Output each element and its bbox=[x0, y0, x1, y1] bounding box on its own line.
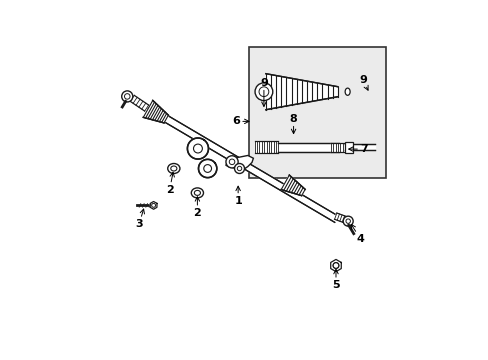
Text: 2: 2 bbox=[165, 172, 174, 194]
Circle shape bbox=[203, 165, 211, 172]
Polygon shape bbox=[150, 107, 338, 222]
Polygon shape bbox=[281, 175, 305, 195]
Circle shape bbox=[343, 216, 352, 226]
Ellipse shape bbox=[194, 190, 200, 195]
Ellipse shape bbox=[170, 166, 177, 171]
Polygon shape bbox=[334, 213, 349, 224]
Text: 5: 5 bbox=[331, 269, 339, 290]
Text: 6: 6 bbox=[232, 116, 248, 126]
Circle shape bbox=[193, 144, 202, 153]
Polygon shape bbox=[254, 141, 278, 153]
Polygon shape bbox=[278, 143, 339, 152]
Text: 8: 8 bbox=[289, 114, 297, 134]
Polygon shape bbox=[330, 143, 344, 152]
Polygon shape bbox=[130, 95, 148, 111]
Text: 1: 1 bbox=[234, 186, 242, 206]
Text: 7: 7 bbox=[348, 144, 367, 154]
Polygon shape bbox=[265, 74, 337, 110]
Text: 3: 3 bbox=[135, 209, 144, 229]
Bar bbox=[249, 46, 385, 177]
Circle shape bbox=[234, 163, 244, 174]
Ellipse shape bbox=[167, 163, 180, 174]
Polygon shape bbox=[344, 144, 375, 150]
Text: 9: 9 bbox=[260, 77, 267, 107]
Polygon shape bbox=[143, 100, 168, 123]
Polygon shape bbox=[330, 260, 341, 271]
Polygon shape bbox=[225, 156, 253, 169]
Text: 2: 2 bbox=[193, 197, 201, 218]
Ellipse shape bbox=[191, 188, 203, 198]
Circle shape bbox=[255, 83, 272, 100]
Bar bbox=[344, 142, 352, 153]
Circle shape bbox=[122, 91, 133, 102]
Ellipse shape bbox=[345, 88, 349, 95]
Text: 9: 9 bbox=[358, 75, 367, 90]
Polygon shape bbox=[150, 202, 157, 209]
Circle shape bbox=[225, 156, 238, 168]
Circle shape bbox=[259, 87, 268, 96]
Text: 4: 4 bbox=[350, 224, 364, 244]
Polygon shape bbox=[198, 159, 216, 177]
Polygon shape bbox=[187, 138, 208, 159]
